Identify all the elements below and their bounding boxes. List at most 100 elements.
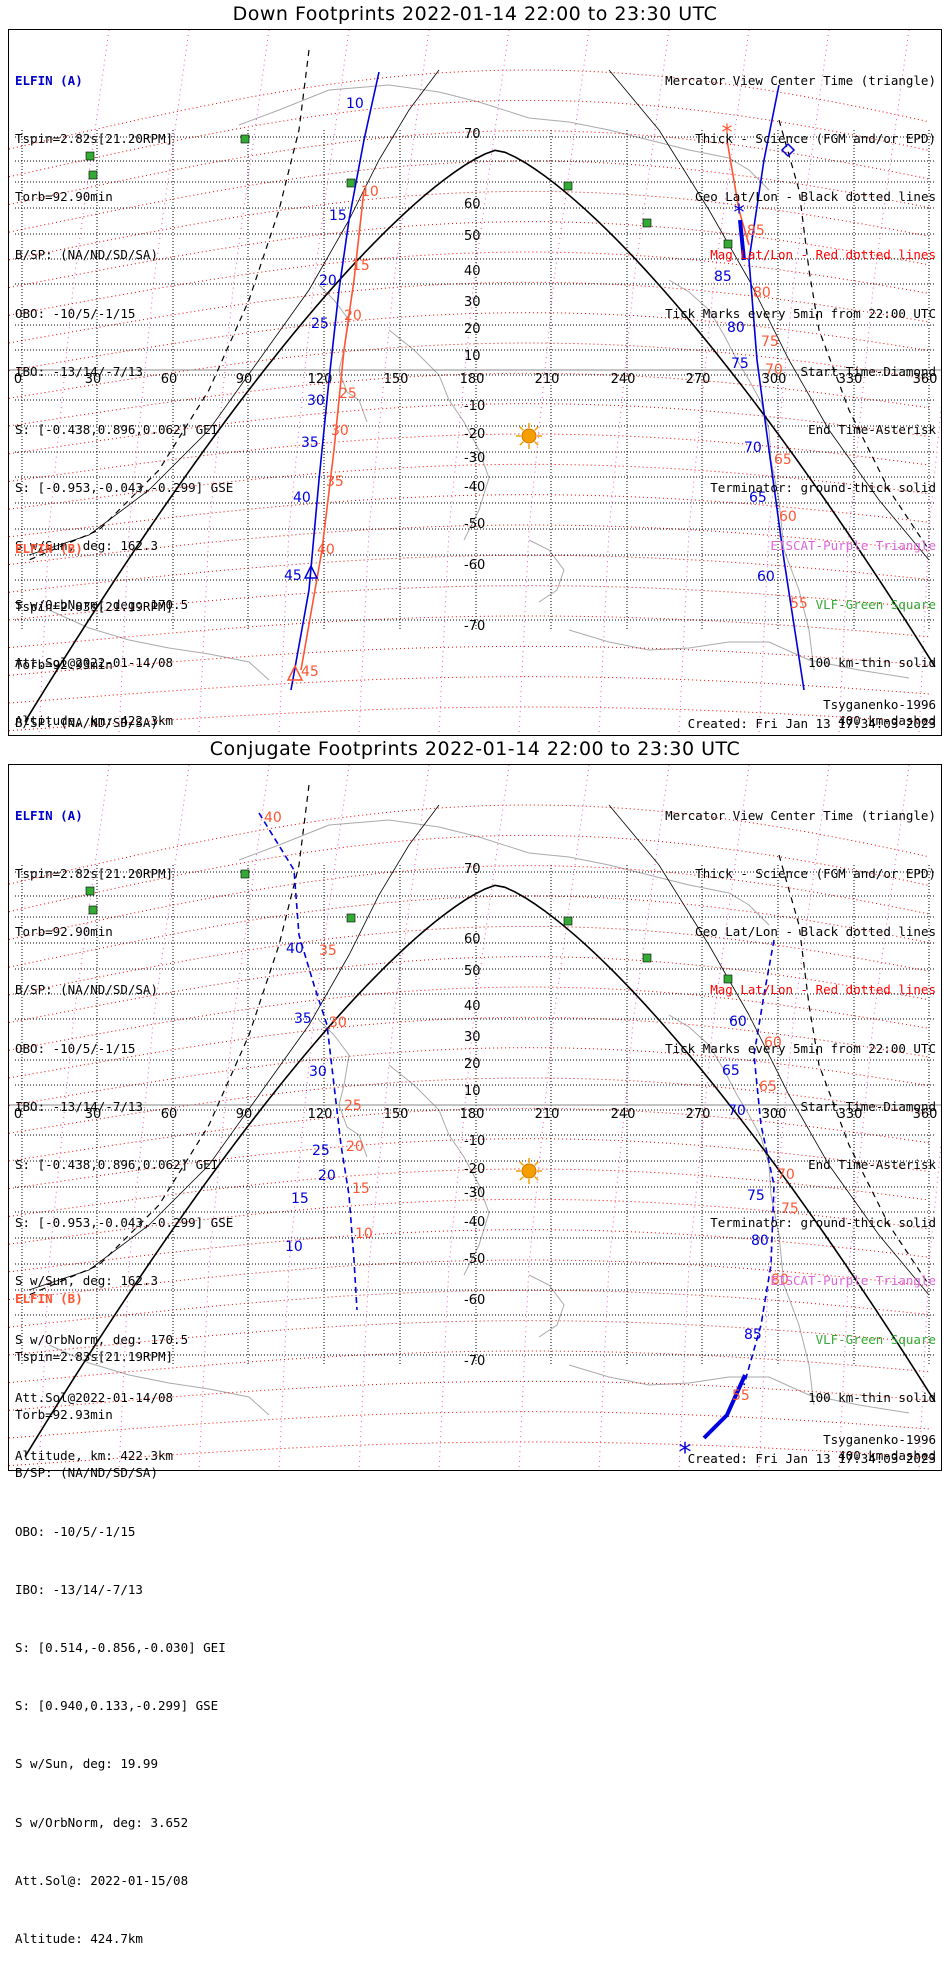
elfin-b-line: B/SP: (NA/ND/SD/SA) xyxy=(15,715,158,731)
lon-tick-label: 150 xyxy=(384,372,409,387)
elfin-b-minute-label: 25 xyxy=(344,1098,362,1114)
terminator-100km xyxy=(28,69,440,556)
vlf-square-icon xyxy=(85,151,95,161)
elfin-a-minute-label: 85 xyxy=(744,1327,762,1343)
vlf-square-icon xyxy=(563,181,573,191)
elfin-b-minute-label: 45 xyxy=(301,664,319,680)
mag-lat-line xyxy=(9,130,930,205)
elfin-a-minute-label: 20 xyxy=(319,273,337,289)
legend-line: End Time-Asterisk xyxy=(808,1157,936,1173)
vlf-square-icon xyxy=(240,869,250,879)
elfin-b-minute-label: 75 xyxy=(761,334,779,350)
coastline xyxy=(388,1064,490,1276)
conjugate-footprints-map: 0 30 60 90 120 150 180 210 240 270 300 330 360 70 60 50… xyxy=(9,765,941,1470)
lon-tick-label: 270 xyxy=(686,372,711,387)
lon-tick-label: 270 xyxy=(686,1107,711,1122)
elfin-b-minute-label: 70 xyxy=(765,362,783,378)
lon-tick-label: 60 xyxy=(161,1107,178,1122)
lat-tick-label: 30 xyxy=(464,295,481,310)
elfin-a-line: S w/OrbNorm, deg: 170.5 xyxy=(15,596,189,612)
elfin-b-minute-label: 55 xyxy=(732,1388,750,1404)
elfin-a-minute-label: 25 xyxy=(311,316,329,332)
coastline xyxy=(48,1344,270,1416)
elfin-a-minute-label: 15 xyxy=(291,1191,309,1207)
mag-lat-line xyxy=(9,1016,930,1079)
lat-tick-label: 60 xyxy=(464,932,481,947)
vlf-square-icon xyxy=(346,913,356,923)
lon-tick-label: 330 xyxy=(838,372,863,387)
mag-lat-line xyxy=(9,615,930,649)
elfin-a-header: ELFIN (A) xyxy=(15,807,83,823)
elfin-a-track xyxy=(748,84,805,691)
lon-tick-label: 240 xyxy=(611,1107,636,1122)
lat-tick-label: 10 xyxy=(464,1084,481,1099)
sun-ray xyxy=(534,1176,539,1181)
mag-lat-line xyxy=(9,160,930,233)
elfin-b-minute-label: 60 xyxy=(779,509,797,525)
lat-tick-label: -10 xyxy=(464,399,485,414)
elfin-a-minute-label: 35 xyxy=(294,1011,312,1027)
elfin-b-line: S w/OrbNorm, deg: 3.652 xyxy=(15,1814,189,1830)
mag-lat-line xyxy=(9,834,930,913)
down-footprints-map-panel: 0 30 60 90 120 150 180 210 240 270 300 330 360 70 60 50… xyxy=(8,29,942,1196)
lat-tick-label: 70 xyxy=(464,862,481,877)
legend-line: Mercator View Center Time (triangle) xyxy=(665,807,936,823)
elfin-b-minute-label: 65 xyxy=(759,1079,777,1095)
lon-tick-label: 60 xyxy=(161,372,178,387)
vlf-square-icon xyxy=(88,170,98,180)
mag-lat-line xyxy=(9,1441,930,1467)
mag-lat-line xyxy=(9,524,930,566)
legend-line: 100 km-thin solid xyxy=(808,654,936,670)
lat-tick-label: -70 xyxy=(464,619,485,634)
terminator-ground xyxy=(24,884,936,1458)
terminator-100km xyxy=(608,69,930,561)
created-conj: Created: Fri Jan 13 17:34:03 2023 xyxy=(687,1451,936,1466)
lat-tick-label: -20 xyxy=(464,1162,485,1177)
elfin-a-line: Att.Sol@2022-01-14/08 xyxy=(15,1389,174,1405)
elfin-a-minute-label: 85 xyxy=(714,269,732,285)
lat-tick-label: -50 xyxy=(464,1252,485,1267)
elfin-b-line: Torb=92.93min xyxy=(15,657,113,673)
lat-tick-label: 50 xyxy=(464,964,481,979)
elfin-a-line: S w/OrbNorm, deg: 170.5 xyxy=(15,1331,189,1347)
elfin-b-minute-label: 30 xyxy=(331,423,349,439)
mag-lat-line xyxy=(9,190,930,261)
coastline xyxy=(528,1274,565,1338)
legend-line: Mag Lat/Lon - Red dotted lines xyxy=(710,247,936,263)
elfin-b-minute-label: 35 xyxy=(326,474,344,490)
lat-tick-label: 10 xyxy=(464,349,481,364)
elfin-a-science-segment xyxy=(738,219,746,261)
coastline xyxy=(48,609,270,681)
vlf-square-icon xyxy=(240,134,250,144)
elfin-b-minute-label: 55 xyxy=(790,596,808,612)
elfin-a-minute-label: 20 xyxy=(318,1168,336,1184)
elfin-b-header: ELFIN (B) xyxy=(15,540,83,556)
elfin-b-minute-label: 40 xyxy=(317,542,335,558)
legend-line: VLF-Green Square xyxy=(815,596,936,612)
elfin-a-minute-label: 15 xyxy=(329,208,347,224)
terminator-ground xyxy=(24,149,936,723)
elfin-b-minute-label: 10 xyxy=(361,184,379,200)
lon-tick-label: 30 xyxy=(85,1107,102,1122)
lon-tick-label: 330 xyxy=(838,1107,863,1122)
mag-lat-line xyxy=(9,865,930,940)
elfin-a-minute-label: 45 xyxy=(284,568,302,584)
terminator-400km xyxy=(778,854,930,1286)
elfin-b-minute-label: 80 xyxy=(771,1272,789,1288)
vlf-square-icon xyxy=(85,886,95,896)
elfin-a-line: IBO: -13/14/-7/13 xyxy=(15,1098,143,1114)
legend-line: Geo Lat/Lon - Black dotted lines xyxy=(695,189,936,205)
lon-tick-label: 360 xyxy=(913,1107,938,1122)
vlf-square-icon xyxy=(642,218,652,228)
elfin-b-minute-label: 85 xyxy=(747,223,765,239)
mag-lat-line xyxy=(9,1350,930,1384)
elfin-b-line: S: [0.514,-0.856,-0.030] GEI xyxy=(15,1640,226,1656)
elfin-a-line: Tspin=2.82s[21.20RPM] xyxy=(15,866,174,882)
elfin-b-line: Att.Sol@: 2022-01-15/08 xyxy=(15,1872,189,1888)
elfin-b-minute-label: 15 xyxy=(352,1181,370,1197)
elfin-b-header: ELFIN (B) xyxy=(15,1290,83,1306)
lon-tick-label: 90 xyxy=(236,1107,253,1122)
end-asterisk-icon: * xyxy=(734,201,745,226)
elfin-b-minute-label: 25 xyxy=(339,386,357,402)
lon-tick-label: 300 xyxy=(762,1107,787,1122)
